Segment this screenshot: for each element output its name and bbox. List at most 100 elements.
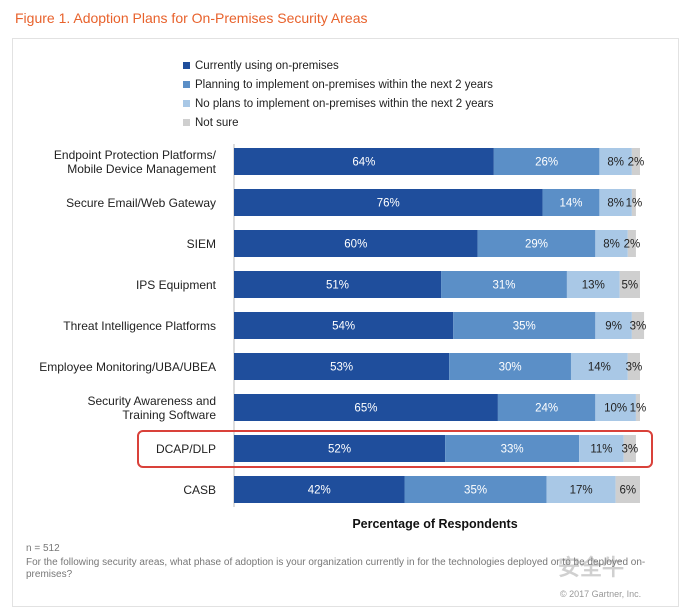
bar-segment-current — [234, 435, 446, 462]
bar-segment-no-plans — [595, 312, 632, 339]
data-label: 35% — [464, 485, 487, 497]
bar-segment-no-plans — [546, 476, 616, 503]
data-label: 6% — [620, 485, 637, 497]
chart-legend: Currently using on-premises Planning to … — [183, 56, 494, 132]
category-label: CASB — [183, 482, 216, 497]
data-label: 33% — [501, 444, 524, 456]
copyright-note: © 2017 Gartner, Inc. — [560, 589, 642, 599]
bar-segment-not-sure — [627, 230, 636, 257]
data-label: 8% — [607, 198, 624, 210]
category-label: Endpoint Protection Platforms/ Mobile De… — [53, 147, 216, 176]
bar-segment-current — [234, 353, 450, 380]
bar-segment-no-plans — [595, 394, 636, 421]
bar-segment-not-sure — [619, 271, 640, 298]
bar-segment-no-plans — [579, 435, 624, 462]
data-label: 3% — [622, 444, 639, 456]
bar-segment-planning — [497, 394, 596, 421]
sample-size-note: n = 512 — [26, 543, 60, 554]
bar-segment-planning — [542, 189, 600, 216]
category-label: Security Awareness and Training Software — [87, 393, 216, 422]
category-label: IPS Equipment — [135, 277, 216, 292]
legend-item-not-sure: Not sure — [183, 113, 494, 132]
bar-segment-no-plans — [599, 148, 632, 175]
data-label: 30% — [499, 362, 522, 374]
bar-segment-not-sure — [631, 312, 645, 339]
legend-item-no-plans: No plans to implement on-premises within… — [183, 94, 494, 113]
watermark-logo: 安全牛 — [558, 555, 625, 580]
bar-segment-planning — [453, 312, 596, 339]
category-label: DCAP/DLP — [155, 441, 216, 456]
bar-segment-current — [234, 148, 494, 175]
bar-segment-current — [234, 394, 498, 421]
data-label: 2% — [624, 239, 641, 251]
legend-item-current: Currently using on-premises — [183, 56, 494, 75]
bar-segment-no-plans — [566, 271, 620, 298]
bar-segment-not-sure — [631, 148, 640, 175]
legend-item-planning: Planning to implement on-premises within… — [183, 75, 494, 94]
legend-label-current: Currently using on-premises — [195, 59, 339, 72]
data-label: 8% — [607, 157, 624, 169]
bar-segment-not-sure — [615, 476, 640, 503]
data-label: 14% — [588, 362, 611, 374]
data-label: 3% — [630, 321, 647, 333]
legend-swatch-planning — [183, 81, 190, 88]
bar-segment-planning — [477, 230, 596, 257]
bar-segment-planning — [445, 435, 580, 462]
data-label: 13% — [582, 280, 605, 292]
category-label: Threat Intelligence Platforms — [63, 318, 216, 333]
data-label: 60% — [344, 239, 367, 251]
data-label: 54% — [332, 321, 355, 333]
legend-label-not-sure: Not sure — [195, 116, 239, 129]
bar-segment-not-sure — [631, 189, 636, 216]
bar-segment-planning — [404, 476, 547, 503]
bar-segment-no-plans — [595, 230, 628, 257]
legend-swatch-not-sure — [183, 119, 190, 126]
data-label: 26% — [535, 157, 558, 169]
data-label: 24% — [535, 403, 558, 415]
data-label: 1% — [630, 403, 647, 415]
bar-segment-planning — [441, 271, 567, 298]
category-label: Secure Email/Web Gateway — [66, 195, 216, 210]
data-label: 31% — [492, 280, 515, 292]
bar-segment-no-plans — [599, 189, 632, 216]
bar-segment-not-sure — [627, 353, 640, 380]
legend-label-no-plans: No plans to implement on-premises within… — [195, 97, 494, 110]
data-label: 42% — [308, 485, 331, 497]
bar-segment-current — [234, 189, 543, 216]
data-label: 53% — [330, 362, 353, 374]
highlight-box — [137, 430, 653, 468]
bar-segment-planning — [449, 353, 571, 380]
survey-question-note: For the following security areas, what p… — [26, 557, 646, 580]
bar-segment-current — [234, 230, 478, 257]
x-axis-label: Percentage of Respondents — [352, 517, 518, 531]
bar-segment-current — [234, 476, 405, 503]
data-label: 35% — [513, 321, 536, 333]
data-label: 9% — [605, 321, 622, 333]
data-label: 5% — [622, 280, 639, 292]
bar-segment-not-sure — [623, 435, 636, 462]
bar-segment-planning — [493, 148, 600, 175]
bar-segment-current — [234, 271, 442, 298]
figure-title: Figure 1. Adoption Plans for On-Premises… — [15, 10, 368, 26]
data-label: 3% — [626, 362, 643, 374]
bar-segment-not-sure — [635, 394, 640, 421]
data-label: 11% — [590, 444, 612, 456]
category-label: Employee Monitoring/UBA/UBEA — [39, 359, 216, 374]
data-label: 17% — [570, 485, 593, 497]
data-label: 8% — [603, 239, 620, 251]
legend-swatch-current — [183, 62, 190, 69]
data-label: 29% — [525, 239, 548, 251]
data-label: 65% — [354, 403, 377, 415]
data-label: 14% — [559, 198, 582, 210]
data-label: 64% — [352, 157, 375, 169]
legend-swatch-no-plans — [183, 100, 190, 107]
data-label: 2% — [628, 157, 645, 169]
bar-segment-current — [234, 312, 454, 339]
data-label: 52% — [328, 444, 351, 456]
legend-label-planning: Planning to implement on-premises within… — [195, 78, 493, 91]
data-label: 10% — [604, 403, 627, 415]
data-label: 51% — [326, 280, 349, 292]
category-label: SIEM — [186, 236, 216, 251]
data-label: 76% — [377, 198, 400, 210]
